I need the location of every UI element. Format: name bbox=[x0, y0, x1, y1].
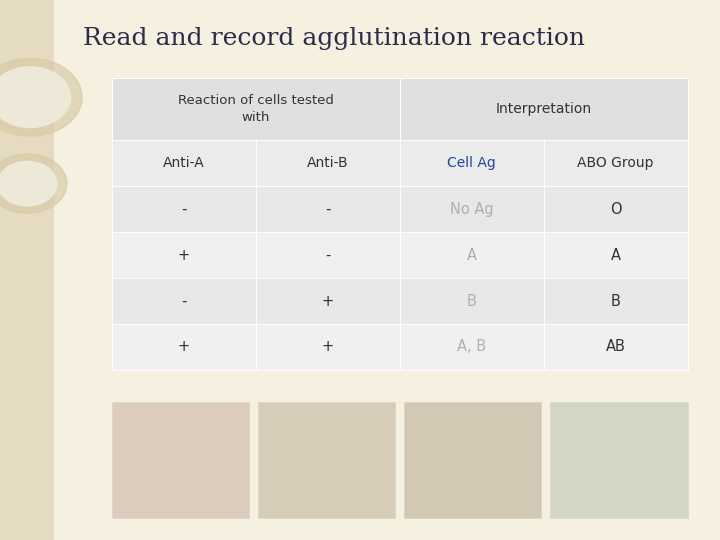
Text: +: + bbox=[178, 248, 189, 262]
Bar bbox=[400, 232, 544, 278]
Text: A: A bbox=[611, 248, 621, 262]
Bar bbox=[112, 402, 249, 518]
Bar bbox=[112, 186, 256, 232]
Text: O: O bbox=[610, 202, 621, 217]
Text: +: + bbox=[322, 294, 333, 308]
Bar bbox=[256, 140, 400, 186]
Bar bbox=[550, 402, 688, 518]
Text: Reaction of cells tested
with: Reaction of cells tested with bbox=[178, 94, 333, 124]
Bar bbox=[544, 324, 688, 370]
Text: ABO Group: ABO Group bbox=[577, 157, 654, 170]
Text: +: + bbox=[322, 340, 333, 354]
Text: A: A bbox=[467, 248, 477, 262]
Bar bbox=[400, 186, 544, 232]
Text: +: + bbox=[178, 340, 189, 354]
Bar bbox=[112, 140, 256, 186]
Bar bbox=[400, 324, 544, 370]
Bar bbox=[0, 0, 54, 540]
Text: B: B bbox=[467, 294, 477, 308]
Text: Anti-B: Anti-B bbox=[307, 157, 348, 170]
Text: Read and record agglutination reaction: Read and record agglutination reaction bbox=[83, 27, 585, 50]
Text: AB: AB bbox=[606, 340, 626, 354]
Bar bbox=[544, 278, 688, 324]
Circle shape bbox=[0, 67, 71, 127]
Bar bbox=[256, 232, 400, 278]
Text: B: B bbox=[611, 294, 621, 308]
Bar bbox=[112, 324, 256, 370]
Text: Cell Ag: Cell Ag bbox=[447, 157, 496, 170]
Bar bbox=[112, 232, 256, 278]
Text: -: - bbox=[181, 202, 186, 217]
Circle shape bbox=[0, 58, 82, 136]
Text: Interpretation: Interpretation bbox=[495, 103, 592, 116]
Bar bbox=[400, 140, 544, 186]
Bar bbox=[400, 278, 544, 324]
Bar bbox=[256, 278, 400, 324]
Bar bbox=[112, 78, 400, 140]
Bar bbox=[404, 402, 541, 518]
Circle shape bbox=[0, 161, 57, 206]
Text: -: - bbox=[181, 294, 186, 308]
Bar bbox=[544, 232, 688, 278]
Circle shape bbox=[0, 154, 67, 213]
Bar bbox=[544, 186, 688, 232]
Text: -: - bbox=[325, 248, 330, 262]
Text: A, B: A, B bbox=[457, 340, 486, 354]
Bar bbox=[400, 78, 688, 140]
Text: No Ag: No Ag bbox=[450, 202, 493, 217]
Bar bbox=[112, 278, 256, 324]
Bar bbox=[256, 324, 400, 370]
Bar bbox=[258, 402, 395, 518]
Text: Anti-A: Anti-A bbox=[163, 157, 204, 170]
Bar bbox=[256, 186, 400, 232]
Bar bbox=[544, 140, 688, 186]
Text: -: - bbox=[325, 202, 330, 217]
